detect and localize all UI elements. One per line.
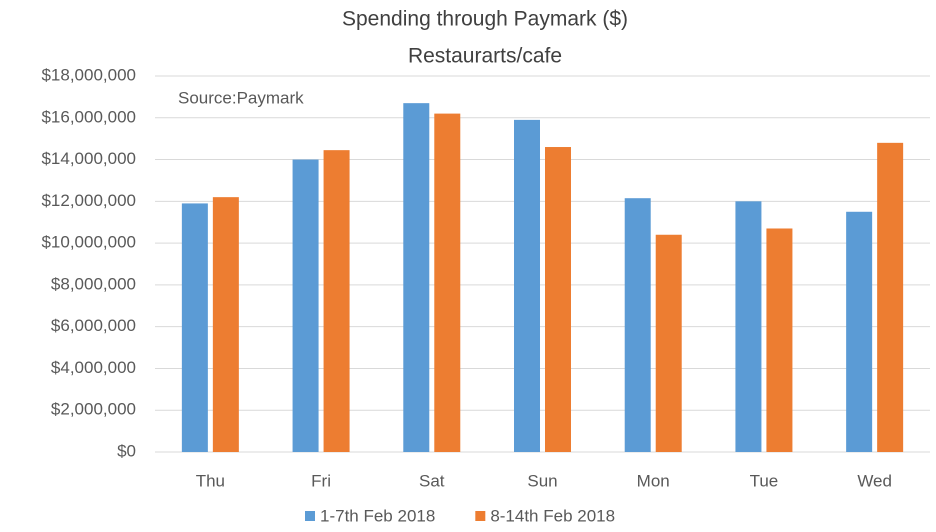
bar bbox=[655, 234, 682, 452]
bar bbox=[514, 119, 540, 452]
bar bbox=[323, 150, 350, 452]
bar bbox=[877, 142, 904, 452]
legend-label: 8-14th Feb 2018 bbox=[490, 506, 615, 525]
y-tick-label: $6,000,000 bbox=[51, 316, 136, 335]
legend-swatch bbox=[475, 511, 486, 521]
bar bbox=[735, 201, 762, 452]
bar bbox=[624, 198, 651, 452]
y-tick-label: $2,000,000 bbox=[51, 400, 136, 419]
bar bbox=[181, 203, 208, 452]
bar bbox=[292, 159, 319, 453]
bar bbox=[545, 147, 571, 452]
x-tick-label: Thu bbox=[196, 471, 225, 490]
bar bbox=[434, 113, 461, 452]
x-tick-label: Mon bbox=[637, 471, 670, 490]
bar bbox=[403, 103, 430, 453]
chart-subtitle: Restaurarts/cafe bbox=[408, 45, 562, 68]
annotation: Source:Paymark bbox=[178, 88, 304, 107]
y-tick-label: $18,000,000 bbox=[41, 65, 136, 84]
x-tick-label: Fri bbox=[311, 471, 331, 490]
y-tick-label: $0 bbox=[117, 441, 136, 460]
x-tick-label: Sun bbox=[527, 471, 557, 490]
legend-swatch bbox=[305, 511, 315, 521]
y-tick-label: $12,000,000 bbox=[41, 191, 136, 210]
y-tick-label: $4,000,000 bbox=[51, 358, 136, 377]
x-tick-label: Sat bbox=[419, 471, 445, 490]
bar bbox=[212, 197, 239, 452]
x-tick-label: Wed bbox=[857, 471, 892, 490]
bar bbox=[766, 228, 793, 452]
bar bbox=[846, 211, 873, 452]
x-tick-label: Tue bbox=[750, 471, 779, 490]
y-tick-label: $14,000,000 bbox=[41, 149, 136, 168]
legend-label: 1-7th Feb 2018 bbox=[320, 506, 435, 525]
y-tick-label: $16,000,000 bbox=[41, 107, 136, 126]
y-tick-label: $8,000,000 bbox=[51, 274, 136, 293]
y-tick-label: $10,000,000 bbox=[41, 233, 136, 252]
chart-title: Spending through Paymark ($) bbox=[342, 8, 628, 31]
